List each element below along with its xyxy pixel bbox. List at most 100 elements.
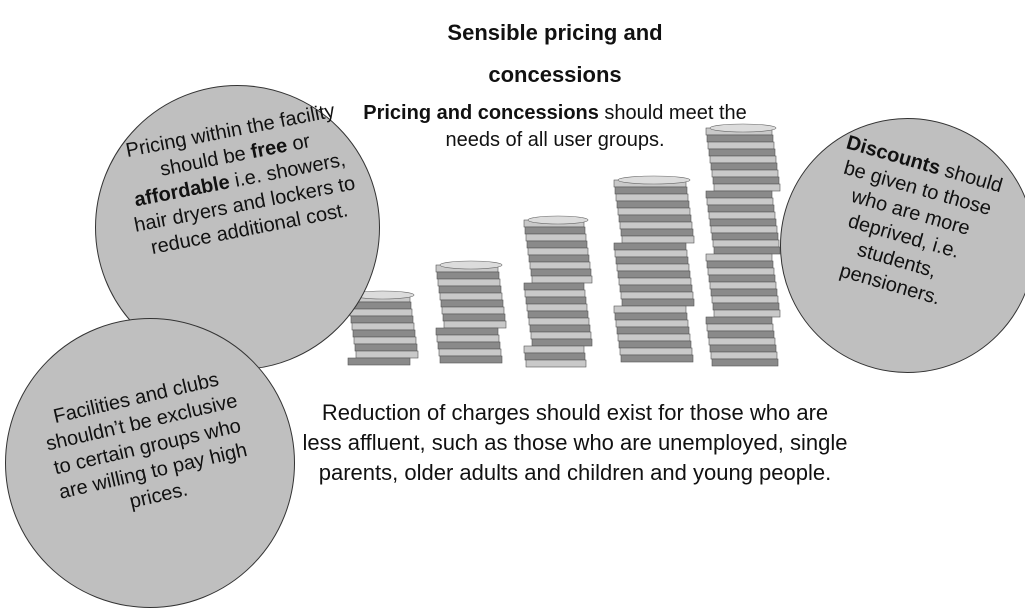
coin [525,353,585,360]
coin [708,205,774,212]
coin [526,360,586,367]
coin [351,316,413,323]
coin [713,240,779,247]
coin [441,300,503,307]
coin [437,272,499,279]
coin [707,198,773,205]
coin [438,279,500,286]
coin [527,241,587,248]
coin [712,296,778,303]
coin [707,324,773,331]
coin [616,320,688,327]
coin [528,216,588,224]
coin [620,285,692,292]
coin [711,289,777,296]
coin [709,212,775,219]
coin [706,317,772,324]
coin [532,339,592,346]
coin [440,293,502,300]
coin [614,243,686,250]
coin [444,321,506,328]
coin [615,313,687,320]
coin [622,236,694,243]
coin [524,346,584,353]
coin [706,191,772,198]
coin [712,359,778,366]
coin [439,286,501,293]
coin [437,335,499,342]
coin [527,304,587,311]
coin [619,341,691,348]
coin [524,283,584,290]
coin [618,176,690,184]
coin [714,184,780,191]
bold-text: free [249,135,289,164]
coin [525,227,585,234]
coin [440,261,502,269]
coin [350,309,412,316]
coin [352,323,414,330]
coin [714,310,780,317]
coin [618,334,690,341]
coin [706,254,772,261]
coin [529,255,589,262]
coin [356,351,418,358]
bottom-text: Reduction of charges should exist for th… [300,398,850,488]
coin [528,248,588,255]
coin [531,332,591,339]
coin [619,278,691,285]
coin [713,177,779,184]
coin [615,250,687,257]
coin [618,208,690,215]
coin [436,328,498,335]
coin [616,194,688,201]
coin [709,275,775,282]
coin [529,318,589,325]
coin [707,261,773,268]
text: or [285,130,312,156]
coin [710,345,776,352]
coin [620,348,692,355]
coin [615,187,687,194]
coin [617,201,689,208]
coin [442,307,504,314]
coin [530,262,590,269]
coin [353,330,415,337]
coin [530,325,590,332]
coin [621,229,693,236]
coin [710,282,776,289]
coin [525,290,585,297]
coin [619,215,691,222]
coin [439,349,501,356]
coin [711,352,777,359]
coin [708,331,774,338]
coin [532,276,592,283]
coin [354,337,416,344]
coin [355,344,417,351]
coin [526,297,586,304]
coin [440,356,502,363]
coin [620,222,692,229]
coin [438,342,500,349]
coin [708,268,774,275]
subtitle-bold: Pricing and concessions [363,102,599,124]
coin [617,327,689,334]
coin [618,271,690,278]
coin [712,233,778,240]
coin [528,311,588,318]
coin [710,219,776,226]
coin [348,358,410,365]
coin [526,234,586,241]
coin [711,163,777,170]
coin [621,355,693,362]
subtitle: Pricing and concessions should meet the … [360,100,750,154]
coin [709,338,775,345]
coin [622,299,694,306]
coin [711,226,777,233]
coin [443,314,505,321]
coin [713,303,779,310]
coin [616,257,688,264]
coin [710,156,776,163]
coin [714,247,780,254]
coin [712,170,778,177]
